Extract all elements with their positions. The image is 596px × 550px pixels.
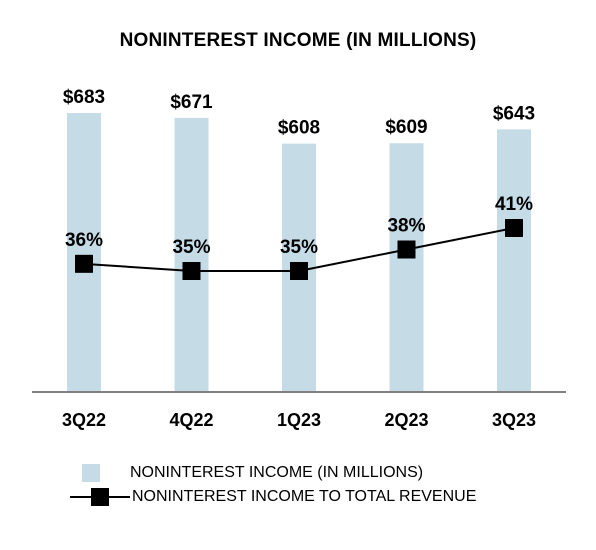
- bar-value-label-4Q22: $671: [170, 92, 213, 113]
- ratio-marker-1Q23: [290, 262, 308, 280]
- ratio-label-4Q22: 35%: [172, 237, 210, 258]
- legend-label-bars: NONINTEREST INCOME (IN MILLIONS): [130, 464, 424, 481]
- labels-layer: $683 3Q22 $671 4Q22 $608 1Q23 $609 2Q23 $643 3Q23…: [62, 87, 536, 430]
- bar-3Q23: [497, 129, 531, 393]
- legend-item-line: NONINTEREST INCOME TO TOTAL REVENUE: [70, 486, 476, 508]
- bar-4Q22: [174, 117, 209, 392]
- legend-label-line: NONINTEREST INCOME TO TOTAL REVENUE: [132, 488, 477, 505]
- ratio-label-3Q23: 41%: [495, 194, 533, 215]
- ratio-label-3Q22: 36%: [65, 230, 103, 251]
- bar-value-label-1Q23: $608: [278, 118, 320, 139]
- bar-3Q22: [67, 113, 101, 392]
- legend: NONINTEREST INCOME (IN MILLIONS) NONINTE…: [70, 462, 476, 510]
- bar-2Q23: [389, 143, 424, 392]
- legend-bar-swatch: [82, 464, 100, 482]
- legend-line-swatch: [70, 486, 130, 508]
- x-tick-label-3Q23: 3Q23: [492, 410, 536, 430]
- bar-value-label-3Q22: $683: [63, 87, 105, 108]
- chart-title: NONINTEREST INCOME (IN MILLIONS): [119, 30, 477, 51]
- ratio-label-1Q23: 35%: [280, 237, 318, 258]
- line-layer: [75, 219, 523, 280]
- legend-item-bars: NONINTEREST INCOME (IN MILLIONS): [70, 462, 476, 484]
- x-tick-label-3Q22: 3Q22: [62, 410, 106, 430]
- bar-value-label-3Q23: $643: [493, 103, 535, 124]
- x-tick-label-1Q23: 1Q23: [277, 410, 321, 430]
- ratio-label-2Q23: 38%: [387, 216, 425, 237]
- x-tick-label-4Q22: 4Q22: [169, 410, 213, 430]
- ratio-marker-4Q22: [182, 262, 201, 280]
- bar-value-label-2Q23: $609: [385, 117, 427, 138]
- ratio-marker-2Q23: [397, 240, 416, 259]
- ratio-marker-3Q23: [505, 219, 523, 237]
- ratio-marker-3Q22: [75, 254, 93, 273]
- x-tick-label-2Q23: 2Q23: [384, 410, 428, 430]
